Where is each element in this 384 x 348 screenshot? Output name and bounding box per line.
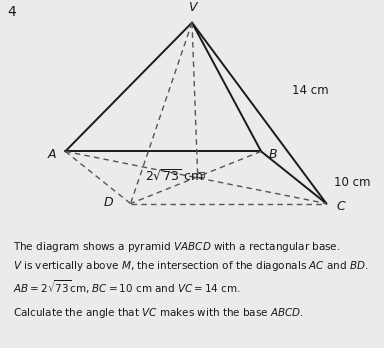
Text: A: A — [47, 148, 56, 161]
Text: Calculate the angle that $VC$ makes with the base $ABCD$.: Calculate the angle that $VC$ makes with… — [13, 306, 305, 320]
Text: The diagram shows a pyramid $VABCD$ with a rectangular base.: The diagram shows a pyramid $VABCD$ with… — [13, 240, 341, 254]
Text: D: D — [104, 196, 113, 209]
Text: 14 cm: 14 cm — [292, 84, 328, 97]
Text: 4: 4 — [8, 5, 17, 19]
Text: C: C — [336, 199, 345, 213]
Text: $AB = 2\sqrt{73}$cm, $BC = 10$ cm and $VC = 14$ cm.: $AB = 2\sqrt{73}$cm, $BC = 10$ cm and $V… — [13, 278, 242, 296]
Text: $V$ is vertically above $M$, the intersection of the diagonals $AC$ and $BD$.: $V$ is vertically above $M$, the interse… — [13, 259, 369, 273]
Text: V: V — [188, 1, 196, 14]
Text: 10 cm: 10 cm — [334, 176, 371, 189]
Text: B: B — [269, 148, 277, 161]
Text: $2\sqrt{73}$ cm: $2\sqrt{73}$ cm — [145, 169, 204, 184]
